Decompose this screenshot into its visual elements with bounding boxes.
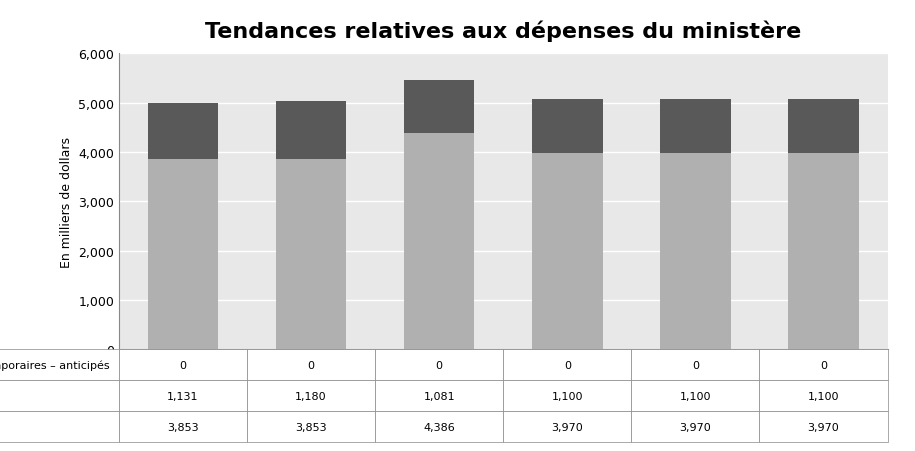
Bar <box>533 100 603 154</box>
Bar <box>275 102 346 160</box>
Bar <box>404 80 474 133</box>
Bar <box>404 133 474 350</box>
Title: Tendances relatives aux dépenses du ministère: Tendances relatives aux dépenses du mini… <box>205 20 802 41</box>
Bar <box>275 160 346 350</box>
Bar <box>788 154 858 350</box>
Y-axis label: En milliers de dollars: En milliers de dollars <box>59 137 72 267</box>
Bar <box>533 154 603 350</box>
Bar <box>660 154 730 350</box>
Bar <box>148 104 218 160</box>
Bar <box>660 100 730 154</box>
Bar <box>788 100 858 154</box>
Bar <box>148 160 218 350</box>
